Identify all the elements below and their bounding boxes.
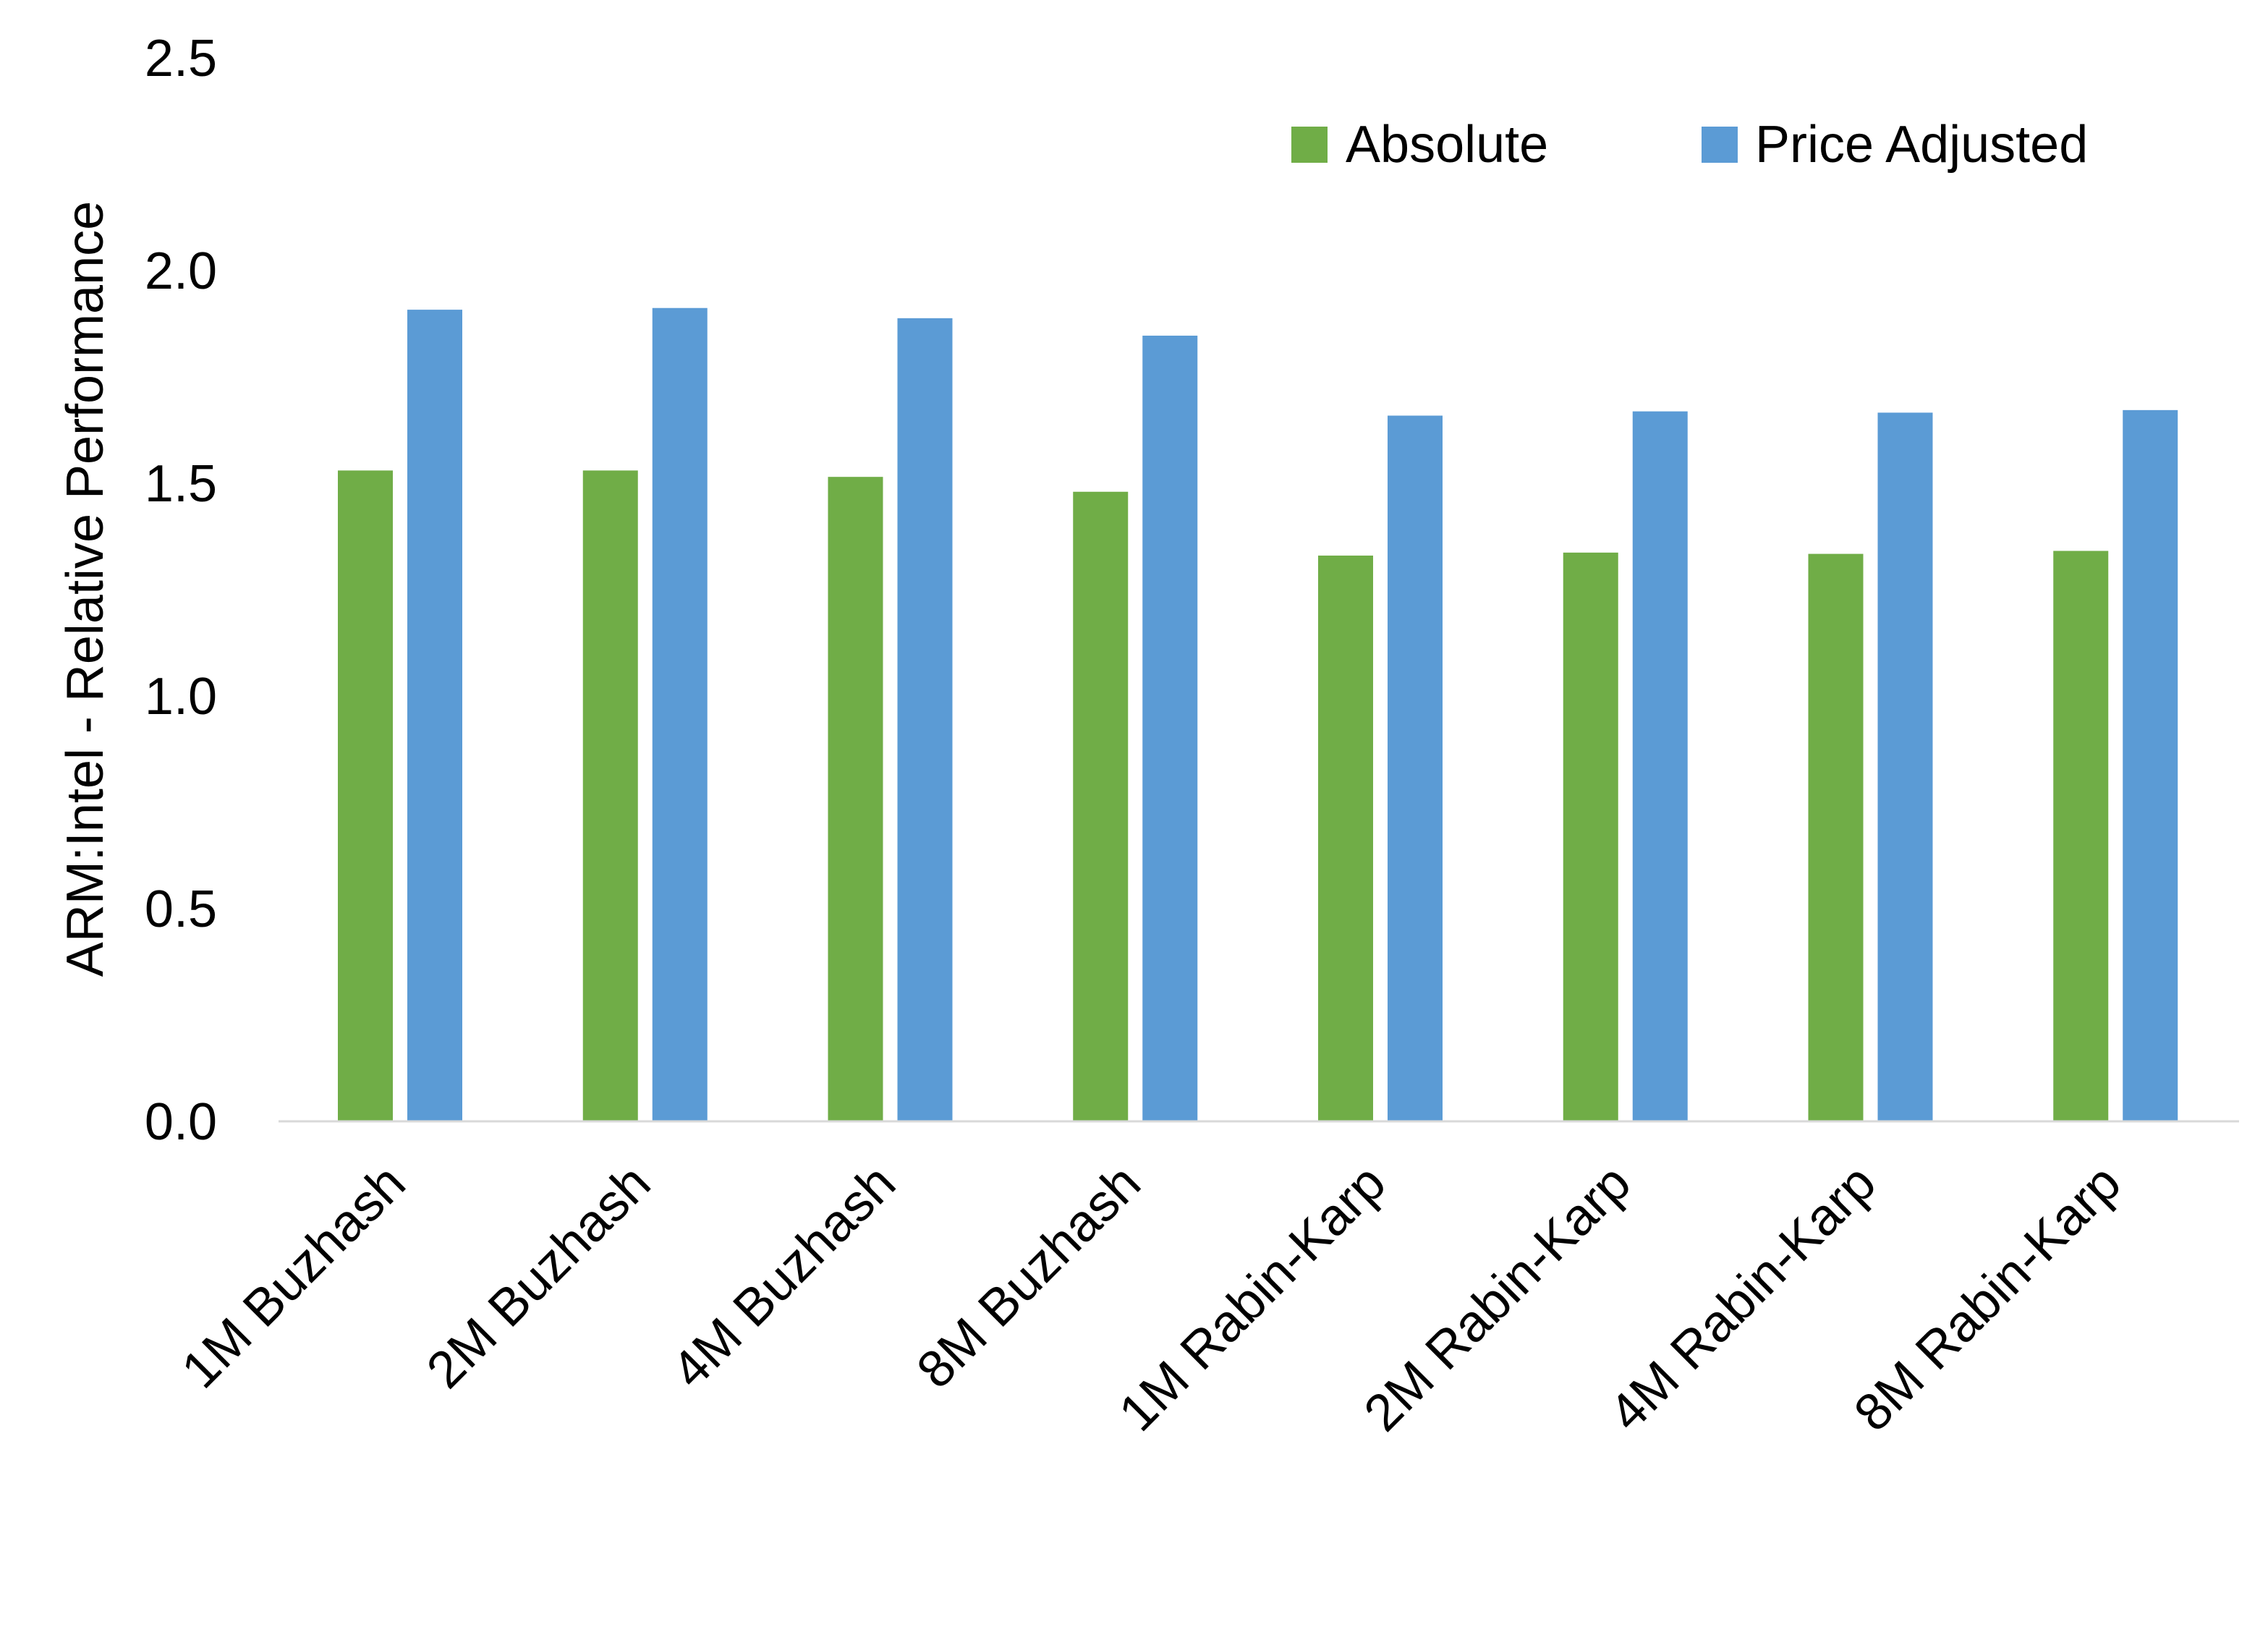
- bar-absolute: [338, 470, 393, 1121]
- x-tick-label: 2M Buzhash: [416, 1154, 662, 1400]
- y-tick-label: 2.0: [145, 242, 217, 300]
- x-tick-label: 8M Buzhash: [906, 1154, 1152, 1400]
- y-tick-label: 0.5: [145, 880, 217, 938]
- x-tick-label: 8M Rabin-Karp: [1843, 1154, 2132, 1443]
- legend-label-absolute: Absolute: [1346, 116, 1548, 174]
- x-axis-labels: 1M Buzhash 2M Buzhash 4M Buzhash 8M Buzhash…: [171, 1154, 2132, 1443]
- y-tick-label: 2.5: [145, 30, 217, 88]
- x-tick-label: 2M Rabin-Karp: [1353, 1154, 1641, 1443]
- x-tick-label: 1M Buzhash: [171, 1154, 417, 1400]
- y-axis-title: ARM:Intel - Relative Performance: [56, 201, 114, 977]
- bar-absolute: [828, 477, 883, 1121]
- bar-absolute: [1073, 491, 1129, 1121]
- y-tick-label: 1.0: [145, 668, 217, 726]
- bar-price-adjusted: [2123, 409, 2178, 1121]
- bar-price-adjusted: [407, 310, 462, 1122]
- legend-swatch-price-adjusted: [1702, 127, 1738, 163]
- bar-price-adjusted: [1877, 412, 1933, 1121]
- bar-absolute: [1808, 553, 1864, 1121]
- x-tick-label: 4M Rabin-Karp: [1598, 1154, 1887, 1443]
- legend: Absolute Price Adjusted: [1291, 116, 2088, 174]
- bars: [338, 307, 2178, 1122]
- x-tick-label: 1M Rabin-Karp: [1108, 1154, 1397, 1443]
- legend-label-price-adjusted: Price Adjusted: [1755, 116, 2088, 174]
- bar-price-adjusted: [1388, 415, 1443, 1121]
- bar-price-adjusted: [897, 318, 953, 1122]
- legend-swatch-absolute: [1291, 127, 1328, 163]
- bar-absolute: [1563, 552, 1618, 1121]
- bar-price-adjusted: [652, 307, 708, 1121]
- y-tick-label: 0.0: [145, 1093, 217, 1151]
- bar-price-adjusted: [1632, 411, 1688, 1121]
- y-tick-label: 1.5: [145, 455, 217, 513]
- bar-absolute: [1318, 555, 1373, 1121]
- x-tick-label: 4M Buzhash: [661, 1154, 907, 1400]
- bar-price-adjusted: [1142, 335, 1198, 1121]
- bar-absolute: [582, 470, 638, 1121]
- bar-absolute: [2053, 551, 2109, 1121]
- y-axis-ticks: 0.0 0.5 1.0 1.5 2.0 2.5: [145, 30, 217, 1151]
